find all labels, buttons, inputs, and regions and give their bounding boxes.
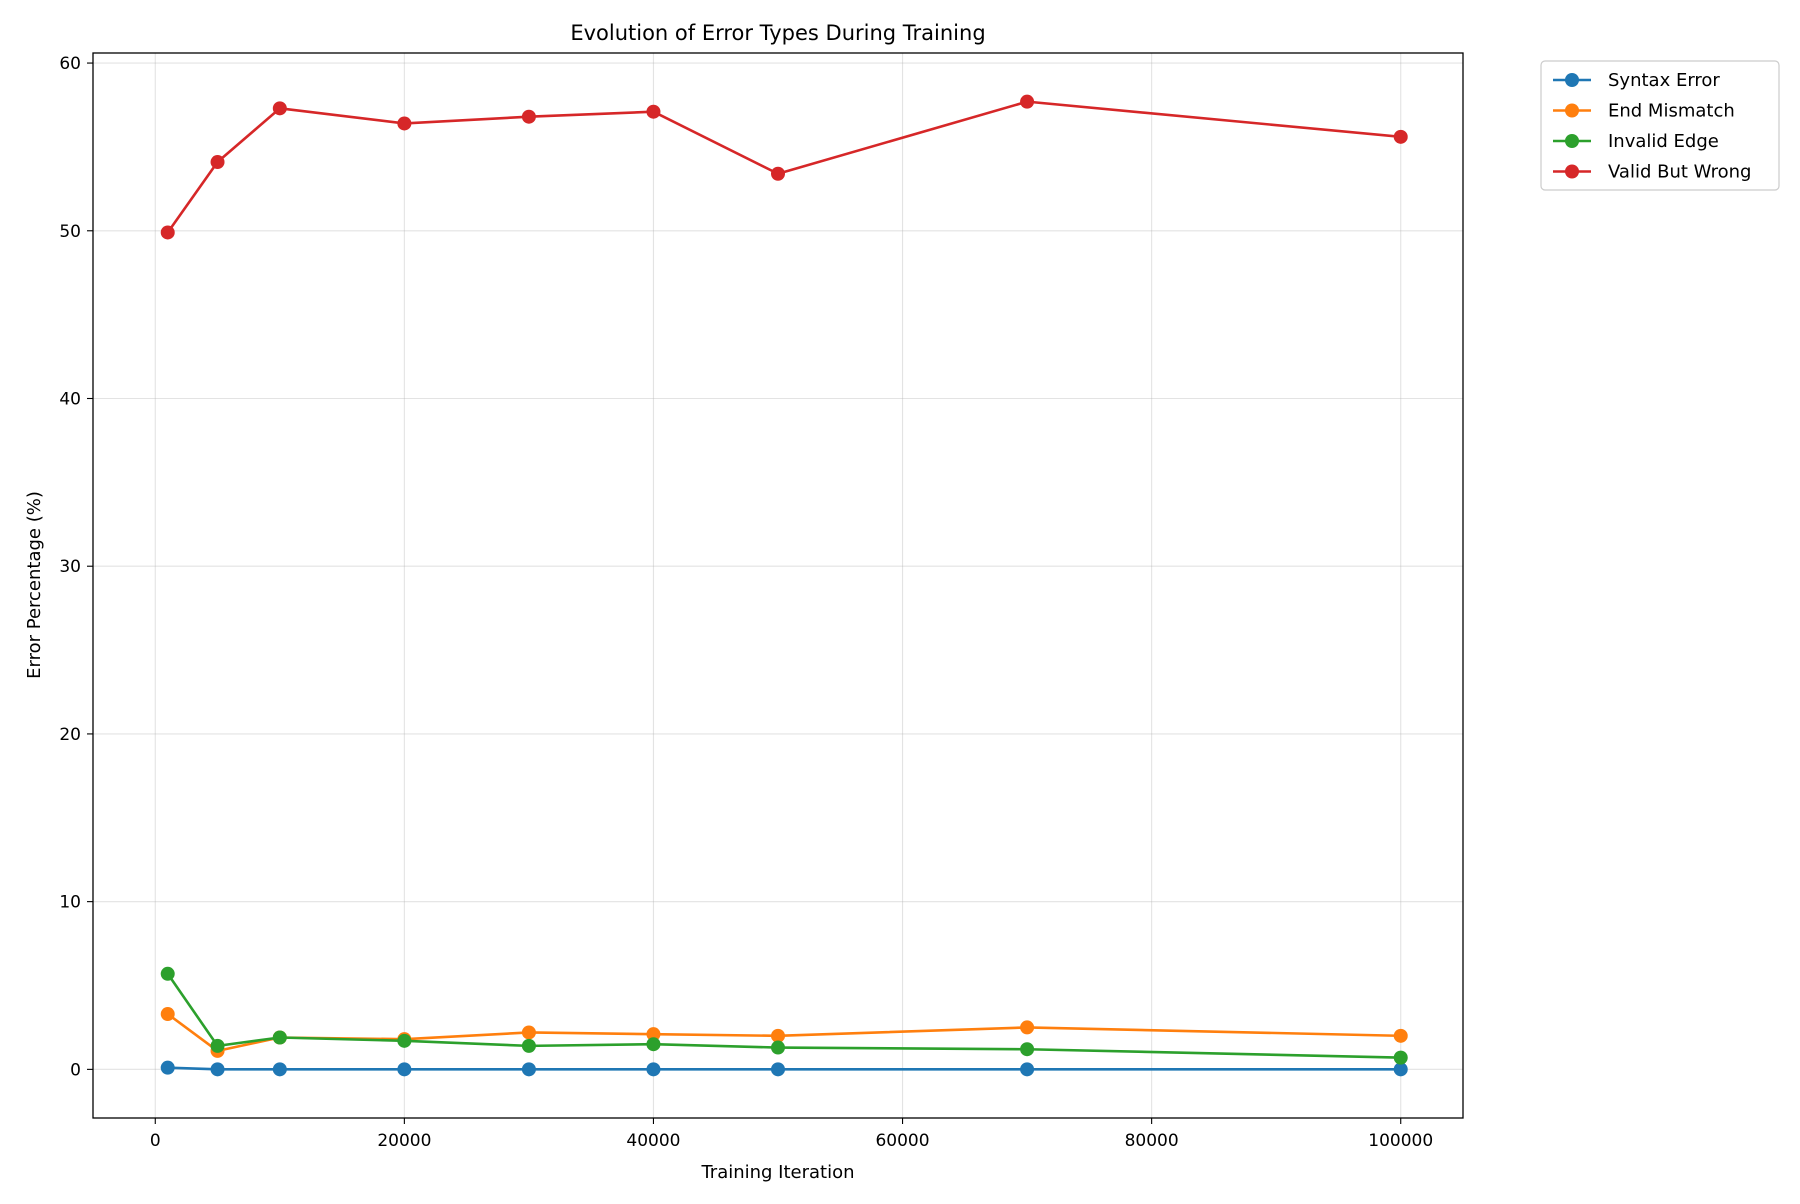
data-point-invalid-edge	[397, 1033, 412, 1048]
series-layer	[160, 94, 1408, 1077]
x-tick-label: 0	[150, 1131, 161, 1151]
y-tick-label: 30	[59, 557, 81, 577]
data-point-end-mismatch	[521, 1025, 536, 1040]
legend-label: Invalid Edge	[1608, 131, 1719, 152]
data-point-valid-but-wrong	[771, 166, 785, 181]
legend-item-end-mismatch: End Mismatch	[1553, 101, 1735, 122]
data-point-syntax-error	[521, 1062, 536, 1077]
data-point-invalid-edge	[160, 966, 175, 981]
series-syntax-error	[160, 1060, 1408, 1077]
y-tick-label: 60	[59, 54, 81, 74]
data-point-invalid-edge	[272, 1030, 287, 1045]
data-point-syntax-error	[272, 1062, 287, 1077]
series-invalid-edge	[160, 966, 1408, 1065]
legend-box	[1540, 60, 1780, 191]
data-point-end-mismatch	[160, 1007, 175, 1022]
legend-item-invalid-edge: Invalid Edge	[1553, 131, 1719, 152]
y-tick-label: 40	[59, 389, 81, 409]
x-axis-ticks: 0 20000 40000 60000 80000 100000	[150, 1118, 1433, 1151]
data-point-invalid-edge	[771, 1040, 785, 1055]
data-point-syntax-error	[1020, 1062, 1035, 1077]
chart-title: Evolution of Error Types During Training	[570, 21, 985, 45]
legend-marker	[1565, 103, 1579, 118]
data-point-end-mismatch	[1393, 1028, 1408, 1043]
data-point-valid-but-wrong	[646, 104, 661, 119]
data-point-invalid-edge	[210, 1038, 225, 1053]
data-point-end-mismatch	[771, 1028, 785, 1043]
x-tick-label: 60000	[875, 1131, 929, 1151]
data-point-valid-but-wrong	[521, 109, 536, 124]
data-point-valid-but-wrong	[160, 225, 175, 240]
data-point-syntax-error	[1393, 1062, 1408, 1077]
data-point-syntax-error	[771, 1062, 785, 1077]
data-point-valid-but-wrong	[1393, 129, 1408, 144]
y-tick-label: 50	[59, 222, 81, 242]
data-point-invalid-edge	[1020, 1042, 1035, 1057]
data-point-invalid-edge	[1393, 1050, 1408, 1065]
series-line-valid-but-wrong	[166, 100, 1401, 234]
data-point-syntax-error	[160, 1060, 175, 1075]
legend: Syntax Error End Mismatch Invalid Edge Vali…	[1540, 60, 1780, 191]
data-point-valid-but-wrong	[1020, 94, 1035, 109]
legend-item-valid-but-wrong: Valid But Wrong	[1553, 162, 1751, 183]
x-tick-label: 40000	[626, 1131, 680, 1151]
legend-marker	[1565, 73, 1579, 87]
y-tick-label: 20	[59, 725, 81, 745]
data-point-invalid-edge	[646, 1037, 661, 1052]
legend-marker	[1565, 134, 1579, 148]
legend-marker	[1565, 164, 1579, 179]
y-axis-label: Error Percentage (%)	[24, 491, 45, 679]
y-tick-label: 10	[59, 893, 81, 913]
data-point-invalid-edge	[521, 1038, 536, 1053]
data-point-end-mismatch	[1020, 1020, 1035, 1035]
data-point-syntax-error	[397, 1062, 412, 1077]
legend-label: Syntax Error	[1608, 70, 1720, 91]
data-point-valid-but-wrong	[397, 116, 412, 131]
x-tick-label: 80000	[1125, 1131, 1179, 1151]
grid	[93, 53, 1463, 1118]
data-point-valid-but-wrong	[210, 155, 225, 170]
x-axis-label: Training Iteration	[700, 1162, 854, 1183]
x-tick-label: 20000	[377, 1131, 431, 1151]
data-point-syntax-error	[646, 1062, 661, 1077]
y-tick-label: 0	[70, 1060, 81, 1080]
x-tick-label: 100000	[1368, 1131, 1433, 1151]
plot-frame	[92, 52, 1464, 1119]
data-point-syntax-error	[210, 1062, 225, 1077]
y-axis-ticks: 0 10 20 30 40 50 60	[59, 54, 93, 1080]
data-point-end-mismatch	[646, 1027, 661, 1042]
data-point-valid-but-wrong	[272, 101, 287, 116]
series-valid-but-wrong	[160, 94, 1408, 240]
legend-label: End Mismatch	[1608, 101, 1735, 122]
legend-item-syntax-error: Syntax Error	[1553, 70, 1720, 91]
legend-label: Valid But Wrong	[1608, 162, 1751, 183]
